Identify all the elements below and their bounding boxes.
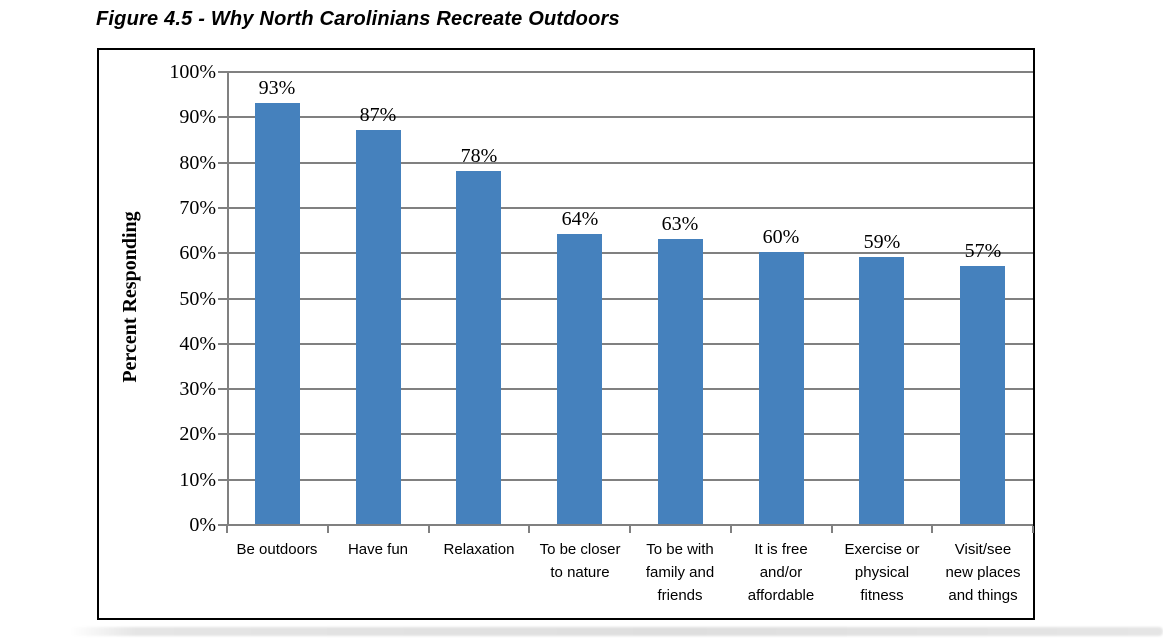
gridline: [229, 343, 1033, 345]
bar: [456, 171, 501, 524]
y-tick-mark: [218, 116, 227, 118]
y-tick-mark: [218, 524, 227, 526]
gridline: [229, 71, 1033, 73]
x-axis-line: [227, 524, 1033, 526]
y-tick-label: 90%: [179, 106, 216, 128]
bar-value-label: 93%: [258, 77, 296, 99]
y-tick-mark: [218, 343, 227, 345]
y-tick-mark: [218, 71, 227, 73]
plot-area: [227, 71, 1033, 524]
y-tick-label: 40%: [179, 333, 216, 355]
x-tick-mark: [226, 526, 228, 533]
x-tick-mark: [1032, 526, 1034, 533]
gridline: [229, 252, 1033, 254]
y-tick-mark: [218, 252, 227, 254]
bar: [859, 257, 904, 524]
x-tick-mark: [629, 526, 631, 533]
y-tick-mark: [218, 298, 227, 300]
x-tick-mark: [831, 526, 833, 533]
gridline: [229, 298, 1033, 300]
bar-value-label: 60%: [762, 226, 800, 248]
x-category-label: To be with family and friends: [645, 541, 715, 604]
bar-value-label: 57%: [964, 240, 1002, 262]
bar: [658, 239, 703, 524]
bar: [255, 103, 300, 524]
y-tick-label: 60%: [179, 242, 216, 264]
y-tick-mark: [218, 162, 227, 164]
y-tick-mark: [218, 433, 227, 435]
bar: [759, 252, 804, 524]
figure-caption: Figure 4.5 - Why North Carolinians Recre…: [96, 8, 620, 30]
gridline: [229, 433, 1033, 435]
x-tick-mark: [327, 526, 329, 533]
gridline: [229, 388, 1033, 390]
x-category-label: Have fun: [347, 541, 409, 558]
x-category-label: To be closer to nature: [539, 541, 621, 581]
bar-value-label: 63%: [661, 213, 699, 235]
x-tick-mark: [931, 526, 933, 533]
bar: [356, 130, 401, 524]
x-tick-mark: [730, 526, 732, 533]
y-tick-label: 100%: [169, 61, 216, 83]
y-tick-label: 80%: [179, 152, 216, 174]
x-category-label: It is free and/or affordable: [747, 541, 815, 604]
y-tick-mark: [218, 479, 227, 481]
x-tick-mark: [428, 526, 430, 533]
bar-value-label: 87%: [359, 104, 397, 126]
x-tick-mark: [528, 526, 530, 533]
gridline: [229, 116, 1033, 118]
chart-frame: Percent Responding 0% 10% 20% 30% 40% 50% 60% 7…: [97, 48, 1035, 620]
y-tick-label: 10%: [179, 469, 216, 491]
y-tick-label: 30%: [179, 378, 216, 400]
y-tick-label: 70%: [179, 197, 216, 219]
bar: [557, 234, 602, 524]
gridline: [229, 207, 1033, 209]
bar: [960, 266, 1005, 524]
gridline: [229, 162, 1033, 164]
bar-value-label: 78%: [460, 145, 498, 167]
page-break-shadow: [70, 627, 1163, 636]
y-tick-label: 0%: [189, 514, 216, 536]
bar-value-label: 64%: [561, 208, 599, 230]
bar-value-label: 59%: [863, 231, 901, 253]
y-axis-line: [227, 71, 229, 526]
x-category-label: Exercise or physical fitness: [844, 541, 920, 604]
x-category-label: Be outdoors: [236, 541, 318, 558]
y-tick-mark: [218, 207, 227, 209]
y-tick-label: 50%: [179, 288, 216, 310]
y-tick-mark: [218, 388, 227, 390]
gridline: [229, 479, 1033, 481]
y-tick-label: 20%: [179, 423, 216, 445]
x-category-label: Relaxation: [443, 541, 515, 558]
x-category-label: Visit/see new places and things: [945, 541, 1021, 604]
